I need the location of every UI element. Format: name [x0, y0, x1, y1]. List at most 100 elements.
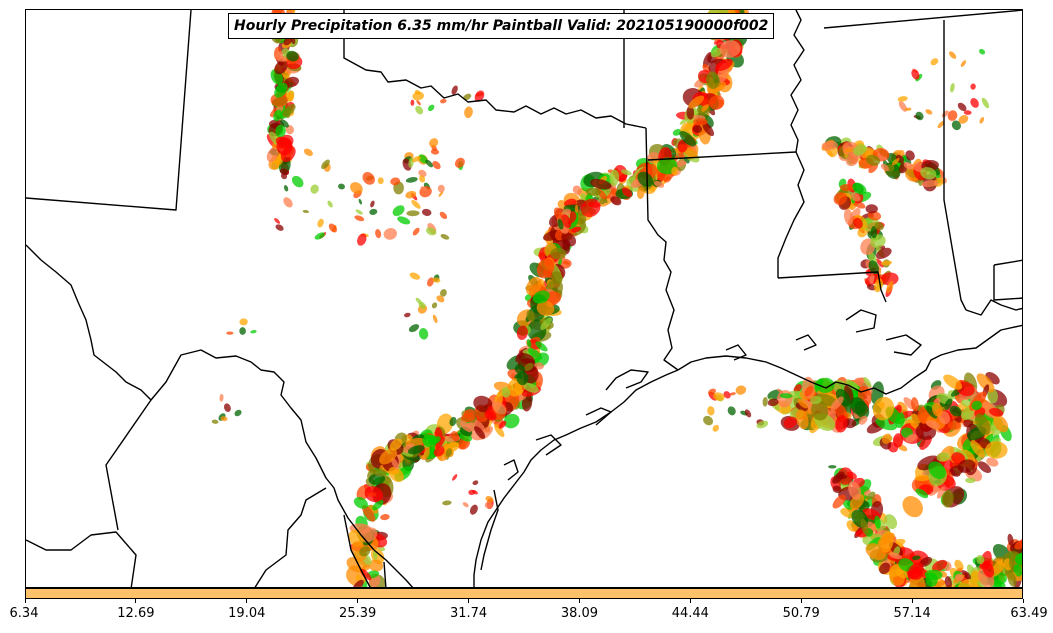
al-fl-border-2 [993, 259, 1022, 266]
precip-blob [797, 398, 808, 409]
precip-blob [274, 218, 281, 224]
precip-blob [793, 384, 802, 393]
precip-blob [220, 416, 228, 422]
precip-blob [362, 505, 376, 522]
precip-blob [420, 186, 428, 191]
precip-blob [833, 192, 848, 206]
mx-state-border-5 [383, 561, 387, 587]
precip-blob [902, 496, 923, 518]
precip-blob [905, 433, 917, 443]
la-marsh-2 [885, 334, 922, 356]
precip-blob [454, 157, 465, 168]
precip-blob [280, 145, 296, 163]
precip-blob [491, 401, 507, 415]
precip-blob [965, 477, 976, 484]
precip-blob [415, 105, 424, 115]
precip-blob [810, 395, 822, 405]
precip-blob [692, 125, 703, 134]
bay-2 [535, 434, 562, 456]
precip-blob [762, 397, 768, 407]
precip-blob [472, 480, 479, 486]
precip-blob [863, 489, 871, 496]
precip-blob [540, 317, 552, 330]
precip-blob [377, 177, 384, 185]
precip-blob [450, 431, 460, 442]
precip-blob [494, 424, 505, 438]
precip-blob [954, 573, 964, 582]
precip-blob [727, 406, 736, 416]
precip-blob [360, 568, 372, 581]
precip-blob [274, 60, 288, 75]
colorbar-tick-label: 44.44 [671, 606, 709, 621]
precip-blob [535, 341, 548, 352]
precip-blob [993, 414, 1009, 433]
precip-blob [713, 392, 725, 401]
precip-blob [211, 419, 219, 424]
precip-blob [432, 314, 438, 324]
precip-blob [858, 415, 868, 425]
precip-blob [273, 109, 283, 122]
precip-blob [359, 546, 371, 557]
precip-blob [865, 204, 878, 214]
precip-blob [705, 71, 720, 89]
precip-blob [321, 159, 330, 170]
precip-blob [621, 169, 632, 176]
precip-blob [870, 226, 878, 239]
colorbar-tick [911, 599, 913, 603]
precip-blob [830, 396, 844, 411]
precip-blob [865, 543, 886, 561]
precip-blob [484, 410, 497, 421]
precip-blob [937, 486, 945, 499]
precip-blob [853, 144, 867, 156]
barrier-island-1 [605, 369, 649, 391]
bay-3 [503, 459, 519, 481]
colorbar-tick [468, 599, 470, 603]
precip-blob [879, 562, 891, 575]
precip-blob [863, 377, 872, 388]
precip-blob [1022, 551, 1023, 561]
colorbar-tick [1022, 599, 1024, 603]
precip-blob [869, 274, 875, 284]
precip-blob [534, 362, 544, 370]
precip-blob [283, 197, 293, 208]
precip-blob [920, 167, 937, 180]
precip-blob [941, 490, 954, 508]
precip-blob [707, 81, 727, 94]
precip-blob [961, 570, 971, 580]
map-title: Hourly Precipitation 6.35 mm/hr Paintbal… [228, 13, 775, 39]
precip-blob [729, 392, 736, 396]
precip-blob [468, 489, 476, 496]
precip-blob [328, 223, 338, 233]
precip-blob [275, 224, 284, 231]
precip-blob [562, 239, 571, 251]
precip-blob [429, 138, 439, 148]
precip-blob [811, 400, 829, 421]
colorbar-tick [800, 599, 802, 603]
precip-blob [526, 310, 535, 322]
precip-blob [437, 184, 445, 193]
precip-blob [514, 364, 526, 375]
precip-blob [804, 385, 814, 397]
precip-blob [854, 400, 870, 419]
precip-blob [949, 405, 962, 417]
mississippi-river [777, 10, 805, 278]
precip-blob [516, 371, 529, 386]
precip-blob [932, 559, 948, 572]
precip-blob [925, 405, 938, 419]
mx-state-border-4 [343, 514, 371, 587]
precip-blob [464, 106, 473, 119]
precip-blob [780, 393, 793, 399]
precip-blob [1007, 571, 1017, 587]
precip-blob [484, 501, 493, 510]
map-canvas [26, 10, 1023, 587]
precip-blob [866, 491, 876, 500]
precip-blob [835, 473, 848, 480]
precip-blob [1007, 533, 1014, 547]
precip-blob [974, 413, 991, 435]
precip-blob [912, 555, 921, 561]
precip-blob [409, 272, 421, 280]
precip-blob [372, 499, 384, 511]
precip-blob [418, 169, 427, 177]
al-fl-border [993, 265, 1022, 301]
precip-blob [406, 210, 420, 217]
